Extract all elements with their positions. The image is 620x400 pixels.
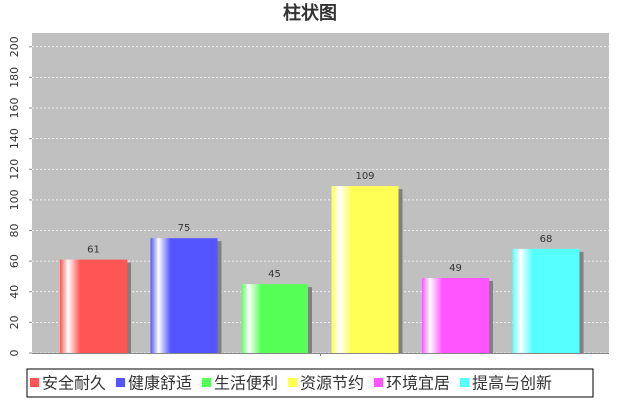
legend-swatch [30,378,39,387]
data-label: 49 [449,263,462,274]
y-tick-label: 100 [8,189,21,210]
bar [241,284,308,353]
legend-swatch [116,378,125,387]
bar [512,248,580,353]
legend-label: 环境宜居 [386,374,450,393]
bar [331,186,399,353]
legend-label: 生活便利 [214,374,278,393]
legend-label: 安全耐久 [42,374,106,393]
legend-swatch [202,378,211,387]
y-tick-label: 80 [8,224,21,238]
legend-label: 健康舒适 [128,374,192,393]
data-label: 75 [178,223,191,234]
legend-swatch [460,378,469,387]
legend-swatch [374,378,383,387]
bar [422,277,489,353]
chart-title: 柱状图 [283,2,337,24]
data-label: 109 [355,171,374,182]
bar [60,259,127,353]
legend-swatch [288,378,297,387]
legend-label: 资源节约 [300,374,364,393]
y-tick-label: 160 [8,98,21,119]
y-tick-label: 140 [8,128,21,149]
data-label: 45 [268,269,281,280]
y-tick-label: 40 [8,285,21,299]
y-tick-label: 120 [8,159,21,180]
y-tick-label: 20 [8,315,21,329]
y-tick-label: 60 [8,254,21,268]
y-tick-label: 200 [8,36,21,57]
bar [150,238,218,353]
data-label: 61 [87,245,100,256]
y-tick-label: 0 [8,350,21,357]
legend-label: 提高与创新 [472,374,552,393]
y-tick-label: 180 [8,67,21,88]
data-label: 68 [540,234,553,245]
